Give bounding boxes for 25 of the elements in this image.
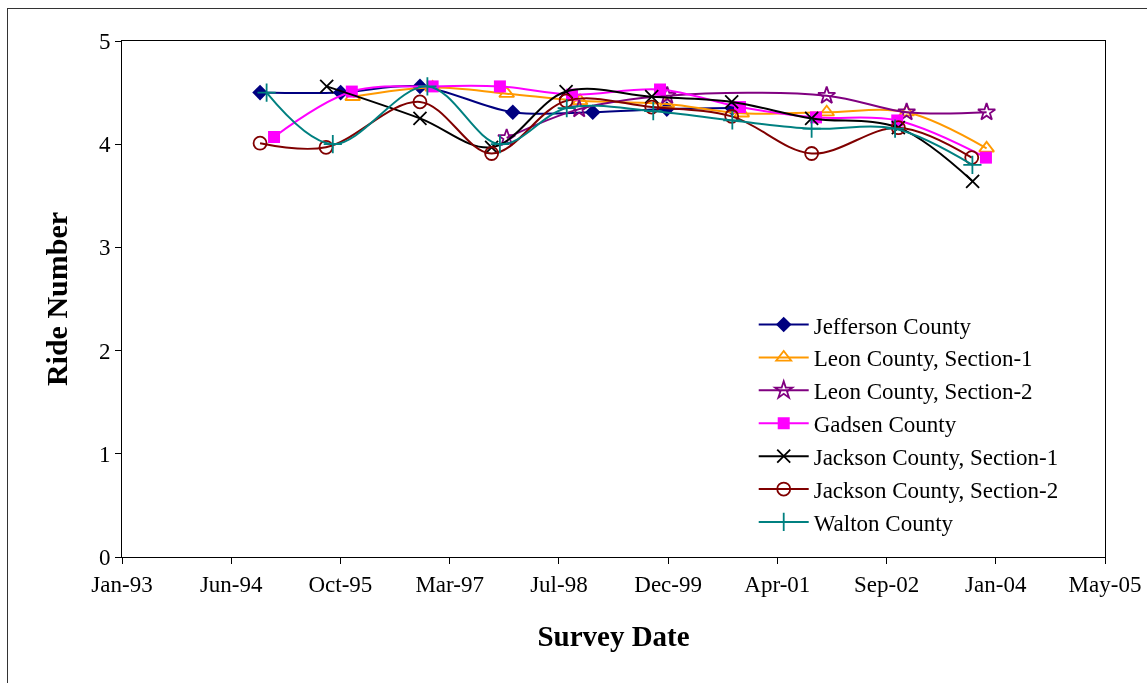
x-tick-label: Dec-99 — [634, 571, 702, 597]
legend-label: Jefferson County — [813, 313, 972, 339]
x-tick-label: Jan-04 — [965, 571, 1027, 597]
x-tick-label: Jul-98 — [530, 571, 588, 597]
x-tick-label: May-05 — [1068, 571, 1142, 597]
x-tick-label: Sep-02 — [853, 571, 920, 597]
x-tick-label: Jun-94 — [199, 571, 264, 597]
legend-label: Leon County, Section-2 — [813, 379, 1033, 405]
x-tick-label: Jan-93 — [91, 571, 153, 597]
y-tick-label: 2 — [98, 338, 111, 364]
x-tick-label: Apr-01 — [744, 571, 811, 597]
x-axis-title: Survey Date — [537, 620, 690, 653]
x-tick-label: Mar-97 — [415, 571, 484, 597]
y-tick-label: 5 — [98, 29, 111, 55]
y-tick-label: 1 — [98, 441, 111, 467]
legend-label: Walton County — [813, 510, 954, 536]
legend-label: Jackson County, Section-1 — [813, 445, 1059, 471]
legend-label: Leon County, Section-1 — [813, 346, 1033, 372]
legend-label: Jackson County, Section-2 — [813, 478, 1059, 504]
y-axis-title: Ride Number — [39, 211, 73, 387]
x-tick-label: Oct-95 — [308, 571, 373, 597]
y-tick-label: 0 — [98, 545, 111, 571]
y-tick-label: 4 — [98, 132, 111, 158]
legend-label: Gadsen County — [813, 412, 957, 438]
y-tick-label: 3 — [98, 235, 111, 261]
